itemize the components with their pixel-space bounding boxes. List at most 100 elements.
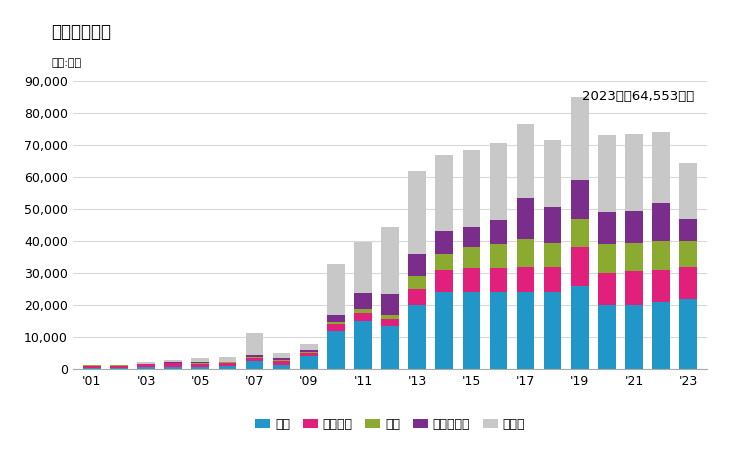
Bar (435, 254, 453, 270)
Bar (192, 364, 209, 367)
Bar (192, 363, 209, 364)
Bar (625, 305, 643, 369)
Bar (462, 150, 480, 227)
Bar (652, 241, 670, 270)
Bar (544, 292, 561, 369)
Bar (381, 326, 399, 369)
Bar (164, 360, 182, 362)
Bar (571, 286, 588, 369)
Bar (462, 227, 480, 248)
Bar (327, 322, 345, 324)
Bar (544, 243, 561, 266)
Bar (219, 363, 236, 366)
Bar (435, 155, 453, 231)
Bar (273, 353, 290, 358)
Bar (354, 242, 372, 293)
Bar (273, 361, 290, 365)
Bar (571, 97, 588, 180)
Bar (137, 367, 155, 369)
Bar (652, 302, 670, 369)
Bar (354, 309, 372, 313)
Bar (517, 239, 534, 266)
Bar (354, 313, 372, 321)
Bar (408, 305, 426, 369)
Bar (219, 357, 236, 362)
Bar (490, 144, 507, 220)
Bar (490, 244, 507, 268)
Bar (381, 315, 399, 319)
Bar (381, 227, 399, 294)
Bar (571, 248, 588, 286)
Bar (408, 289, 426, 305)
Bar (571, 180, 588, 219)
Bar (679, 266, 697, 299)
Bar (354, 321, 372, 369)
Bar (327, 331, 345, 369)
Bar (83, 366, 101, 369)
Bar (598, 273, 616, 305)
Bar (192, 362, 209, 363)
Bar (300, 353, 318, 356)
Bar (598, 305, 616, 369)
Bar (300, 344, 318, 350)
Bar (679, 241, 697, 266)
Bar (490, 268, 507, 292)
Bar (219, 362, 236, 363)
Bar (544, 207, 561, 243)
Bar (625, 243, 643, 271)
Bar (110, 366, 128, 368)
Bar (517, 198, 534, 239)
Bar (462, 268, 480, 292)
Bar (652, 270, 670, 302)
Bar (381, 320, 399, 326)
Bar (246, 357, 263, 358)
Bar (490, 292, 507, 369)
Bar (408, 276, 426, 289)
Bar (300, 352, 318, 353)
Bar (517, 124, 534, 198)
Bar (246, 333, 263, 355)
Bar (571, 219, 588, 248)
Bar (273, 358, 290, 360)
Bar (490, 220, 507, 244)
Bar (137, 364, 155, 367)
Bar (164, 363, 182, 367)
Bar (462, 248, 480, 268)
Bar (164, 367, 182, 369)
Text: 2023年：64,553トン: 2023年：64,553トン (582, 90, 695, 103)
Bar (300, 356, 318, 369)
Bar (327, 264, 345, 315)
Bar (598, 212, 616, 244)
Bar (625, 134, 643, 211)
Legend: 韓国, ベトナム, タイ, マレーシア, その他: 韓国, ベトナム, タイ, マレーシア, その他 (250, 413, 530, 436)
Bar (219, 366, 236, 369)
Bar (544, 266, 561, 292)
Text: 輸出量の推移: 輸出量の推移 (51, 22, 111, 40)
Bar (517, 266, 534, 292)
Bar (679, 299, 697, 369)
Bar (435, 292, 453, 369)
Bar (273, 360, 290, 361)
Bar (192, 367, 209, 369)
Bar (381, 294, 399, 315)
Bar (110, 368, 128, 369)
Bar (435, 270, 453, 292)
Bar (517, 292, 534, 369)
Bar (408, 171, 426, 254)
Bar (246, 361, 263, 369)
Bar (246, 355, 263, 357)
Bar (598, 135, 616, 212)
Bar (679, 162, 697, 219)
Bar (110, 364, 128, 365)
Bar (354, 293, 372, 309)
Bar (137, 362, 155, 364)
Text: 単位:トン: 単位:トン (51, 58, 81, 68)
Bar (625, 211, 643, 243)
Bar (462, 292, 480, 369)
Bar (652, 202, 670, 241)
Bar (435, 231, 453, 254)
Bar (192, 358, 209, 362)
Bar (327, 315, 345, 322)
Bar (273, 365, 290, 369)
Bar (544, 140, 561, 207)
